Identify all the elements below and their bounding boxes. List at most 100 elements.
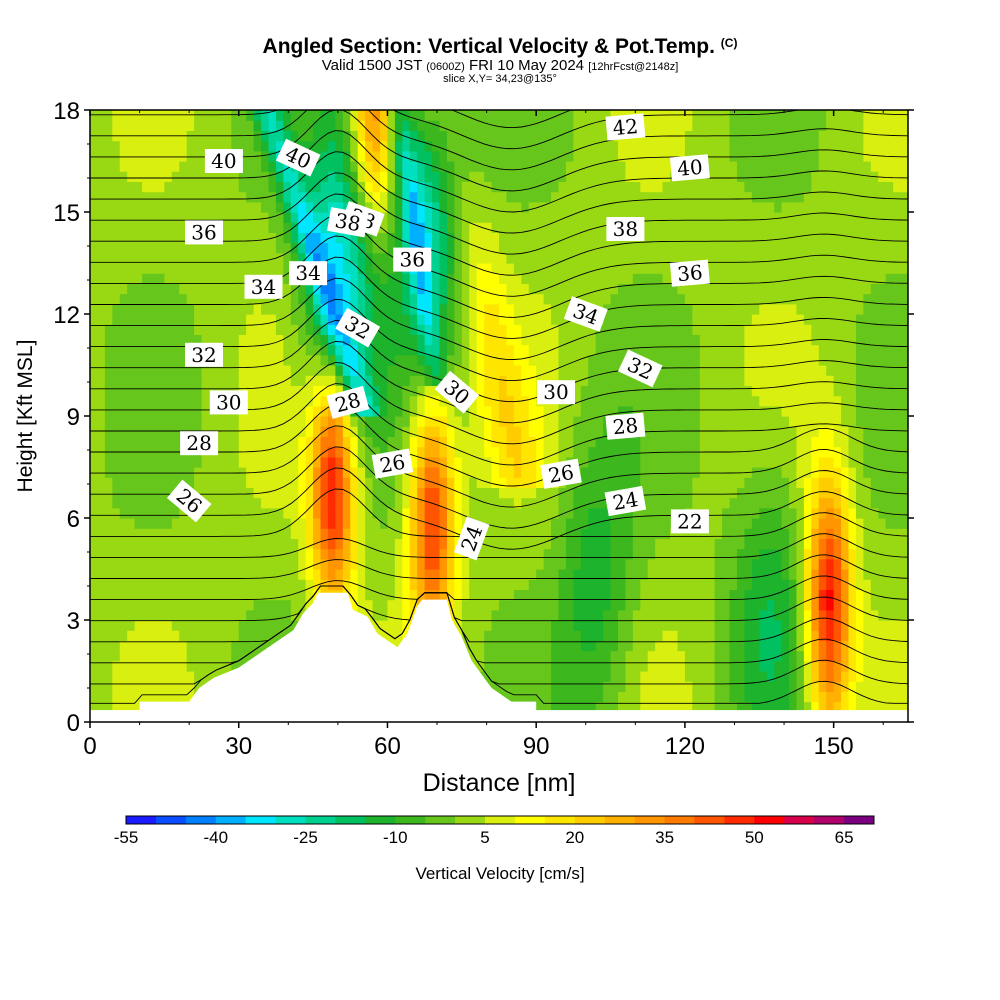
- velocity-cell: [580, 620, 589, 631]
- velocity-cell: [707, 650, 716, 662]
- velocity-cell: [499, 324, 508, 335]
- velocity-cell: [149, 558, 158, 570]
- velocity-cell: [484, 569, 493, 580]
- velocity-cell: [699, 385, 708, 397]
- velocity-cell: [424, 334, 433, 346]
- velocity-cell: [179, 630, 188, 641]
- velocity-cell: [216, 140, 225, 152]
- velocity-cell: [327, 579, 336, 590]
- velocity-cell: [119, 181, 128, 193]
- velocity-cell: [298, 375, 307, 386]
- velocity-cell: [632, 558, 641, 570]
- velocity-cell: [655, 303, 664, 315]
- velocity-cell: [670, 252, 679, 264]
- velocity-cell: [320, 293, 329, 305]
- velocity-cell: [692, 701, 701, 713]
- velocity-cell: [454, 344, 463, 356]
- velocity-cell: [662, 681, 671, 692]
- velocity-cell: [565, 344, 574, 356]
- velocity-cell: [439, 181, 448, 193]
- velocity-cell: [432, 222, 441, 233]
- velocity-cell: [432, 293, 441, 305]
- velocity-cell: [134, 303, 143, 315]
- velocity-cell: [298, 334, 307, 346]
- velocity-cell: [692, 660, 701, 672]
- velocity-cell: [380, 344, 389, 356]
- velocity-cell: [327, 150, 336, 162]
- velocity-cell: [305, 191, 314, 203]
- velocity-cell: [446, 426, 455, 437]
- velocity-cell: [208, 365, 218, 376]
- velocity-cell: [484, 375, 493, 386]
- velocity-cell: [313, 477, 322, 488]
- velocity-cell: [506, 497, 515, 509]
- velocity-cell: [134, 263, 143, 274]
- velocity-cell: [409, 405, 418, 417]
- velocity-cell: [134, 548, 143, 560]
- velocity-cell: [499, 242, 508, 254]
- velocity-cell: [350, 130, 359, 142]
- velocity-cell: [461, 222, 470, 233]
- velocity-cell: [424, 467, 433, 478]
- velocity-cell: [469, 640, 478, 652]
- velocity-cell: [476, 385, 485, 397]
- velocity-cell: [104, 191, 113, 203]
- velocity-cell: [320, 467, 329, 478]
- velocity-cell: [580, 528, 589, 539]
- velocity-cell: [632, 599, 641, 611]
- velocity-cell: [261, 620, 270, 631]
- velocity-cell: [662, 395, 671, 407]
- velocity-cell: [699, 416, 708, 427]
- velocity-cell: [617, 395, 627, 407]
- velocity-cell: [127, 314, 136, 325]
- velocity-cell: [320, 436, 329, 448]
- velocity-cell: [677, 395, 686, 407]
- velocity-cell: [365, 507, 374, 519]
- velocity-cell: [588, 548, 597, 560]
- velocity-cell: [684, 497, 693, 509]
- velocity-cell: [521, 660, 530, 672]
- velocity-cell: [142, 201, 151, 213]
- velocity-cell: [506, 467, 515, 478]
- velocity-cell: [268, 171, 277, 182]
- velocity-cell: [127, 477, 136, 488]
- velocity-cell: [231, 242, 240, 254]
- velocity-cell: [677, 599, 686, 611]
- velocity-cell: [580, 548, 589, 560]
- velocity-cell: [454, 609, 463, 621]
- velocity-cell: [662, 701, 671, 713]
- velocity-cell: [439, 416, 448, 427]
- velocity-cell: [179, 324, 188, 335]
- velocity-cell: [186, 365, 195, 376]
- velocity-cell: [439, 222, 448, 233]
- velocity-cell: [275, 609, 284, 621]
- velocity-cell: [446, 436, 455, 448]
- velocity-cell: [231, 436, 240, 448]
- velocity-cell: [179, 334, 188, 346]
- velocity-cell: [692, 640, 701, 652]
- velocity-cell: [119, 691, 128, 703]
- velocity-cell: [536, 548, 545, 560]
- velocity-cell: [275, 181, 284, 193]
- velocity-cell: [335, 334, 344, 346]
- velocity-cell: [387, 334, 396, 346]
- velocity-cell: [647, 446, 656, 458]
- velocity-cell: [149, 579, 158, 590]
- velocity-cell: [610, 691, 619, 703]
- velocity-cell: [692, 487, 701, 499]
- velocity-cell: [142, 579, 151, 590]
- velocity-cell: [454, 334, 463, 346]
- velocity-cell: [655, 467, 664, 478]
- velocity-cell: [677, 120, 686, 131]
- velocity-cell: [261, 426, 270, 437]
- velocity-cell: [580, 161, 589, 172]
- velocity-cell: [699, 630, 708, 641]
- velocity-cell: [149, 691, 158, 703]
- velocity-cell: [104, 222, 113, 233]
- velocity-cell: [268, 579, 277, 590]
- velocity-cell: [617, 405, 627, 417]
- velocity-cell: [350, 252, 359, 264]
- velocity-cell: [625, 477, 634, 488]
- velocity-cell: [246, 426, 255, 437]
- velocity-cell: [283, 589, 292, 601]
